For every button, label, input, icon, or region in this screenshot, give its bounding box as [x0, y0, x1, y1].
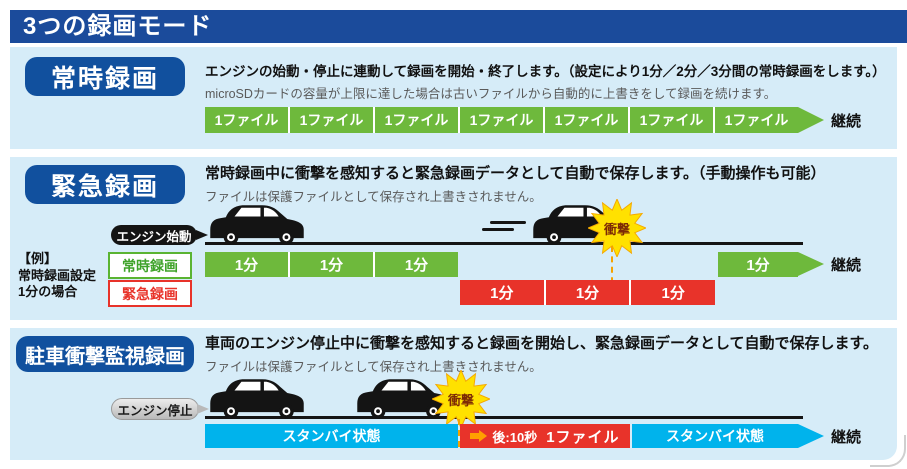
example-line: 常時録画設定: [18, 267, 97, 283]
desc-main-continuous: エンジンの始動・停止に連動して録画を開始・終了します。（設定により1分／2分／3…: [205, 64, 886, 79]
car-icon: [210, 379, 304, 419]
minute-segment: 1分: [288, 252, 373, 277]
minute-segment: 1分: [460, 280, 544, 305]
mode-badge-emergency: 緊急録画: [25, 165, 185, 204]
cyan-arrowhead-icon: [798, 424, 824, 448]
file-segment: 1ファイル: [628, 107, 713, 133]
after-delay-label: 後:10秒: [492, 429, 538, 445]
file-segment: 1ファイル: [713, 107, 798, 133]
file-segment: 1ファイル: [458, 107, 543, 133]
speed-line-icon: [482, 228, 514, 231]
page-title-bar: 3つの録画モード: [10, 10, 907, 43]
speed-line-icon: [490, 221, 526, 224]
road-line: [205, 242, 803, 245]
standby-bar-1: スタンバイ状態: [205, 424, 458, 448]
file-label: 1ファイル: [546, 428, 620, 446]
mode-label: 緊急録画: [50, 172, 159, 201]
desc-sub-continuous: microSDカードの容量が上限に達した場合は古いファイルから自動的に上書きをし…: [205, 87, 777, 101]
parking-record-block: 後:10秒 1ファイル: [460, 424, 630, 448]
desc-sub-parking: ファイルは保護ファイルとして保存され上書きされません。: [205, 360, 542, 374]
file-segment: 1ファイル: [373, 107, 458, 133]
mode-label: 常時録画: [50, 64, 159, 93]
desc-main-parking: 車両のエンジン停止中に衝撃を感知すると録画を開始し、緊急録画データとして自動で保…: [205, 335, 879, 352]
legend-continuous: 常時録画: [108, 252, 192, 279]
page-title: 3つの録画モード: [23, 13, 213, 40]
road-line: [205, 416, 803, 419]
file-segment: 1ファイル: [288, 107, 373, 133]
continue-label: 継続: [831, 112, 862, 130]
minute-segment: 1分: [629, 280, 716, 305]
card-corner-border: [870, 435, 906, 467]
continuous-file-bar: 1ファイル 1ファイル 1ファイル 1ファイル 1ファイル 1ファイル 1ファイ…: [205, 107, 798, 133]
mode-badge-parking: 駐車衝撃監視録画: [16, 336, 194, 372]
mode-badge-continuous: 常時録画: [25, 57, 185, 96]
impact-label: 衝撃: [447, 392, 474, 408]
continuous-resume-segment: 1分: [718, 252, 798, 277]
example-note: 【例】 常時録画設定 1分の場合: [18, 251, 96, 301]
example-line: 1分の場合: [18, 284, 78, 299]
car-icon: [210, 205, 304, 245]
desc-main-emergency: 常時録画中に衝撃を感知すると緊急録画データとして自動で保存します。（手動操作も可…: [205, 165, 826, 182]
impact-dash-line: [458, 419, 460, 447]
standby-bar-2: スタンバイ状態: [632, 424, 798, 448]
impact-label: 衝撃: [603, 221, 630, 237]
legend-emergency: 緊急録画: [108, 280, 192, 307]
engine-start-bubble: エンジン始動: [111, 225, 209, 245]
continuous-minutes-bar: 1分 1分 1分: [205, 252, 458, 277]
example-line: 【例】: [18, 251, 58, 266]
green-arrowhead-icon: [798, 252, 824, 276]
emergency-minutes-bar: 1分 1分 1分: [460, 280, 716, 305]
minute-segment: 1分: [543, 280, 630, 305]
engine-stop-bubble: エンジン停止: [111, 398, 210, 420]
minute-segment: 1分: [205, 252, 288, 277]
file-segment: 1ファイル: [205, 107, 288, 133]
file-segment: 1ファイル: [543, 107, 628, 133]
desc-sub-emergency: ファイルは保護ファイルとして保存され上書きされません。: [205, 190, 542, 204]
continue-label: 継続: [831, 257, 862, 274]
orange-arrow-icon: [470, 430, 488, 442]
green-arrowhead-icon: [798, 107, 824, 133]
continue-label: 継続: [831, 428, 862, 446]
mode-label: 駐車衝撃監視録画: [25, 345, 185, 368]
minute-segment: 1分: [373, 252, 458, 277]
impact-dash-line: [611, 246, 613, 304]
